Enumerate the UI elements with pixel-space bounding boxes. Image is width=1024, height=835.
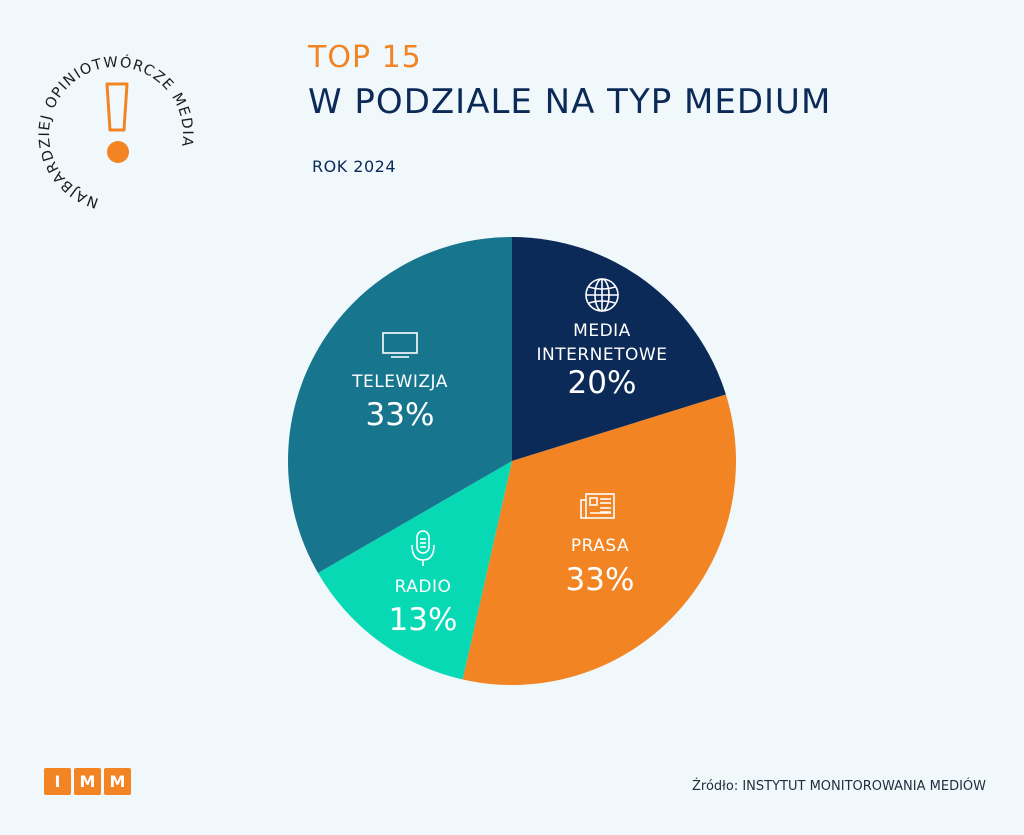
year-label: ROK 2024	[312, 157, 397, 176]
slice-value-media-internetowe: 20%	[568, 365, 637, 401]
pie-slice-telewizja	[288, 237, 512, 573]
slice-label-media-internetowe: INTERNETOWE	[537, 345, 668, 365]
pie-slice-radio	[318, 461, 512, 680]
pie-slice-prasa	[462, 394, 737, 685]
globe-icon	[585, 278, 619, 312]
microphone-icon	[411, 530, 435, 566]
slice-label-prasa: PRASA	[571, 536, 629, 556]
exclamation-icon	[105, 82, 129, 163]
slice-value-telewizja: 33%	[366, 397, 435, 433]
slice-label-telewizja: TELEWIZJA	[351, 372, 448, 392]
page-title: W PODZIALE NA TYP MEDIUM	[308, 82, 832, 122]
logo-letter: I	[44, 768, 71, 795]
source-note: Źródło: INSTYTUT MONITOROWANIA MEDIÓW	[692, 779, 986, 794]
logo-letter: M	[104, 768, 131, 795]
slice-value-prasa: 33%	[566, 562, 635, 598]
imm-logo: I M M	[44, 768, 131, 795]
logo-letter: M	[74, 768, 101, 795]
newspaper-icon	[580, 493, 615, 519]
tv-icon	[382, 332, 418, 358]
pie-slice-media-internetowe	[512, 237, 726, 461]
badge-logo: NAJBARDZIEJ OPINIOTWÓRCZE MEDIA	[37, 53, 194, 211]
slice-label-media-internetowe: MEDIA	[573, 321, 631, 341]
title-top: TOP 15	[308, 40, 422, 75]
slice-value-radio: 13%	[389, 602, 458, 638]
slice-label-radio: RADIO	[395, 577, 452, 597]
